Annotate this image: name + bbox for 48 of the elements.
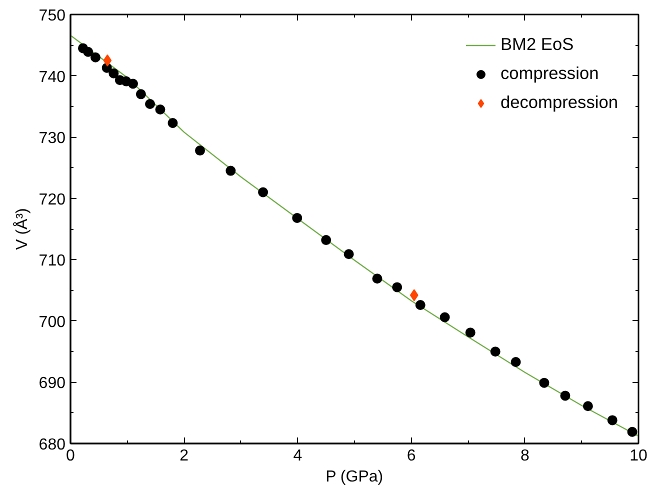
x-tick-label: 10 (630, 448, 648, 464)
point (145, 98, 156, 109)
x-tick-label: 6 (406, 448, 416, 464)
point (490, 346, 500, 357)
x-tick-label: 2 (180, 448, 189, 464)
y-tick-label: 720 (38, 191, 66, 208)
y-axis-title: V (Å³) (12, 208, 31, 250)
point (321, 235, 332, 246)
y-tick-label: 710 (38, 252, 66, 270)
y-tick-label: 750 (38, 8, 66, 24)
point (582, 401, 593, 412)
line-series (70, 34, 638, 437)
point (440, 312, 450, 322)
point (344, 249, 354, 260)
y-tick-label: 690 (38, 375, 66, 392)
point (607, 415, 618, 426)
point (560, 390, 570, 401)
point (539, 378, 550, 388)
point (465, 328, 476, 338)
point (258, 187, 268, 198)
x-tick-label: 8 (520, 448, 530, 464)
point (83, 46, 94, 57)
y-tick-label: 730 (38, 130, 66, 148)
point (372, 274, 382, 284)
point (136, 89, 146, 100)
point (108, 68, 119, 78)
point (292, 212, 302, 223)
point (155, 104, 166, 114)
point (128, 78, 138, 89)
x-tick-label: 4 (293, 448, 302, 464)
y-tick-label: 700 (38, 314, 66, 331)
point (510, 357, 521, 367)
point (90, 52, 100, 62)
point (410, 289, 418, 302)
y-tick-label: 680 (38, 436, 66, 454)
point (195, 146, 206, 156)
point (627, 426, 638, 437)
legend-label: decompression (500, 92, 618, 113)
y-tick-label: 740 (38, 68, 66, 86)
point (415, 300, 426, 310)
point (103, 54, 112, 66)
legend-label: compression (500, 63, 599, 84)
legend-label: BM2 EoS (500, 34, 574, 55)
x-axis-title: P (GPa) (326, 468, 384, 486)
point (168, 118, 178, 128)
point (392, 282, 402, 292)
x-tick-label: 0 (66, 448, 76, 464)
point (226, 166, 236, 176)
